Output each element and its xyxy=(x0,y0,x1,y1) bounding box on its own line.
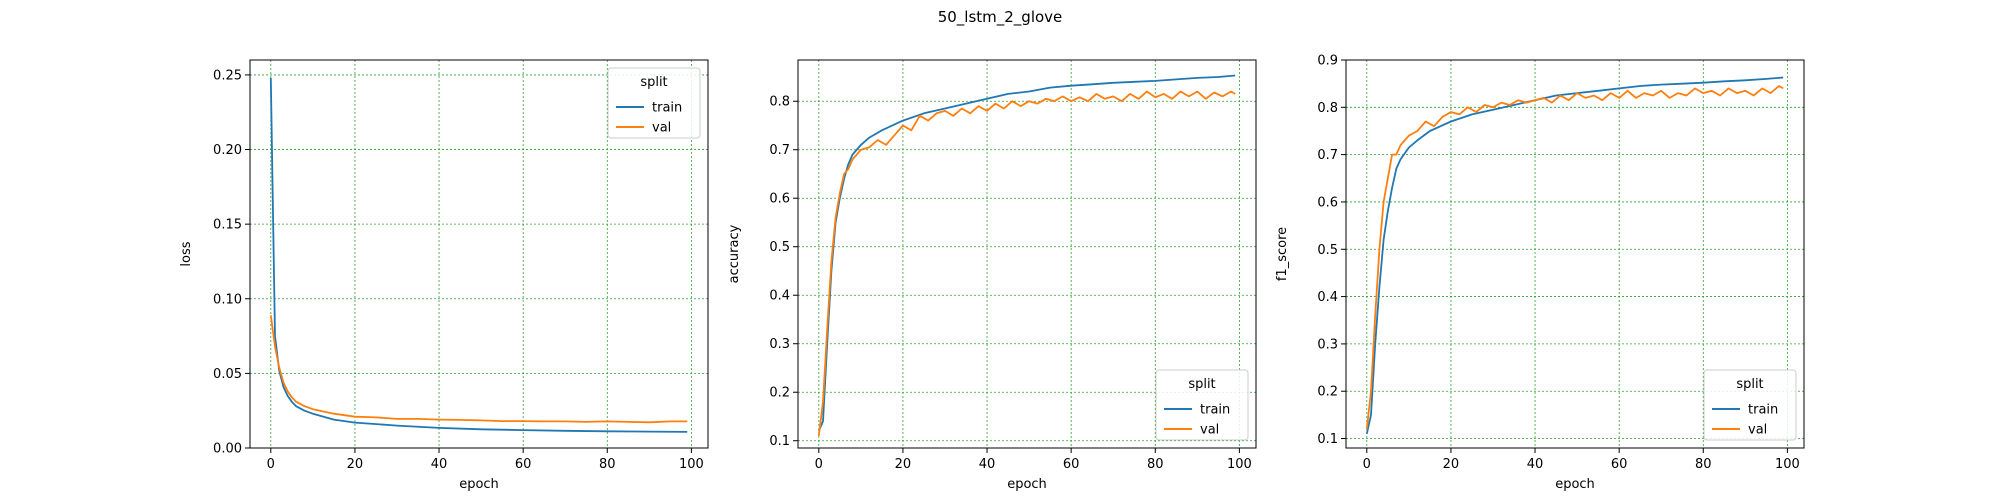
legend-label-val: val xyxy=(1748,423,1767,438)
y-tick-label: 0.5 xyxy=(1317,243,1338,258)
x-tick-label: 20 xyxy=(1443,457,1460,472)
x-tick-label: 80 xyxy=(599,457,616,472)
legend-label-train: train xyxy=(1200,403,1230,418)
y-axis-label: accuracy xyxy=(727,224,742,283)
x-axis-label: epoch xyxy=(1555,477,1595,492)
legend-box xyxy=(607,67,701,139)
y-tick-label: 0.4 xyxy=(1317,290,1338,305)
y-tick-label: 0.8 xyxy=(1317,101,1338,116)
y-tick-label: 0.4 xyxy=(769,289,790,304)
y-tick-label: 0.15 xyxy=(213,218,242,233)
legend-title: split xyxy=(640,75,667,90)
subplot-f1_score: 0 20 40 60 80 100 0.1 0.2 0.3 0.4 0.5 0.6 0.7 0.8 0.9 e… xyxy=(1275,54,1805,492)
legend-box xyxy=(1155,369,1249,441)
y-tick-label: 0.9 xyxy=(1317,54,1338,69)
figure-title: 50_lstm_2_glove xyxy=(938,8,1063,27)
legend-box xyxy=(1703,369,1797,441)
y-tick-label: 0.3 xyxy=(769,337,790,352)
x-tick-label: 0 xyxy=(1363,457,1371,472)
series-line-val xyxy=(1365,85,1784,430)
x-tick-label: 80 xyxy=(1147,457,1164,472)
y-tick-label: 0.2 xyxy=(769,386,790,401)
x-tick-label: 20 xyxy=(347,457,364,472)
x-tick-label: 60 xyxy=(1063,457,1080,472)
legend: split train val xyxy=(607,67,701,139)
x-axis-label: epoch xyxy=(459,477,499,492)
y-tick-label: 0.1 xyxy=(769,434,790,449)
legend-label-val: val xyxy=(652,121,671,136)
y-tick-label: 0.5 xyxy=(769,240,790,255)
legend-label-train: train xyxy=(652,101,682,116)
axes-frame xyxy=(249,59,709,449)
x-tick-label: 20 xyxy=(895,457,912,472)
series-line-train xyxy=(269,77,688,433)
x-tick-label: 40 xyxy=(431,457,448,472)
axes-frame xyxy=(1345,59,1805,449)
subplot-loss: 0 20 40 60 80 100 0.00 0.05 0.10 0.15 0.20 0.25 epoc… xyxy=(179,59,709,492)
legend-label-val: val xyxy=(1200,423,1219,438)
y-tick-label: 0.8 xyxy=(769,95,790,110)
legend: split train val xyxy=(1703,369,1797,441)
x-tick-label: 100 xyxy=(679,457,704,472)
x-tick-label: 0 xyxy=(815,457,823,472)
legend: split train val xyxy=(1155,369,1249,441)
series-line-train xyxy=(1365,76,1784,434)
x-tick-label: 60 xyxy=(1611,457,1628,472)
y-axis-label: loss xyxy=(179,241,194,266)
x-tick-label: 0 xyxy=(267,457,275,472)
y-tick-label: 0.2 xyxy=(1317,385,1338,400)
series-line-val xyxy=(269,315,688,424)
series-line-val xyxy=(817,90,1236,437)
y-tick-label: 0.05 xyxy=(213,367,242,382)
legend-title: split xyxy=(1188,377,1215,392)
x-tick-label: 40 xyxy=(1527,457,1544,472)
axes-frame xyxy=(797,59,1257,449)
x-tick-label: 60 xyxy=(515,457,532,472)
x-tick-label: 100 xyxy=(1227,457,1252,472)
x-tick-label: 40 xyxy=(979,457,996,472)
y-tick-label: 0.10 xyxy=(213,292,242,307)
legend-title: split xyxy=(1736,377,1763,392)
y-tick-label: 0.3 xyxy=(1317,337,1338,352)
y-tick-label: 0.20 xyxy=(213,143,242,158)
y-tick-label: 0.6 xyxy=(1317,195,1338,210)
y-axis-label: f1_score xyxy=(1275,227,1290,281)
y-tick-label: 0.7 xyxy=(1317,148,1338,163)
x-axis-label: epoch xyxy=(1007,477,1047,492)
x-tick-label: 100 xyxy=(1775,457,1800,472)
y-tick-label: 0.7 xyxy=(769,143,790,158)
y-tick-label: 0.00 xyxy=(213,442,242,457)
legend-label-train: train xyxy=(1748,403,1778,418)
y-tick-label: 0.25 xyxy=(213,68,242,83)
y-tick-label: 0.1 xyxy=(1317,432,1338,447)
subplot-accuracy: 0 20 40 60 80 100 0.1 0.2 0.3 0.4 0.5 0.6 0.7 0.8 epoc… xyxy=(727,59,1257,492)
x-tick-label: 80 xyxy=(1695,457,1712,472)
y-tick-label: 0.6 xyxy=(769,192,790,207)
